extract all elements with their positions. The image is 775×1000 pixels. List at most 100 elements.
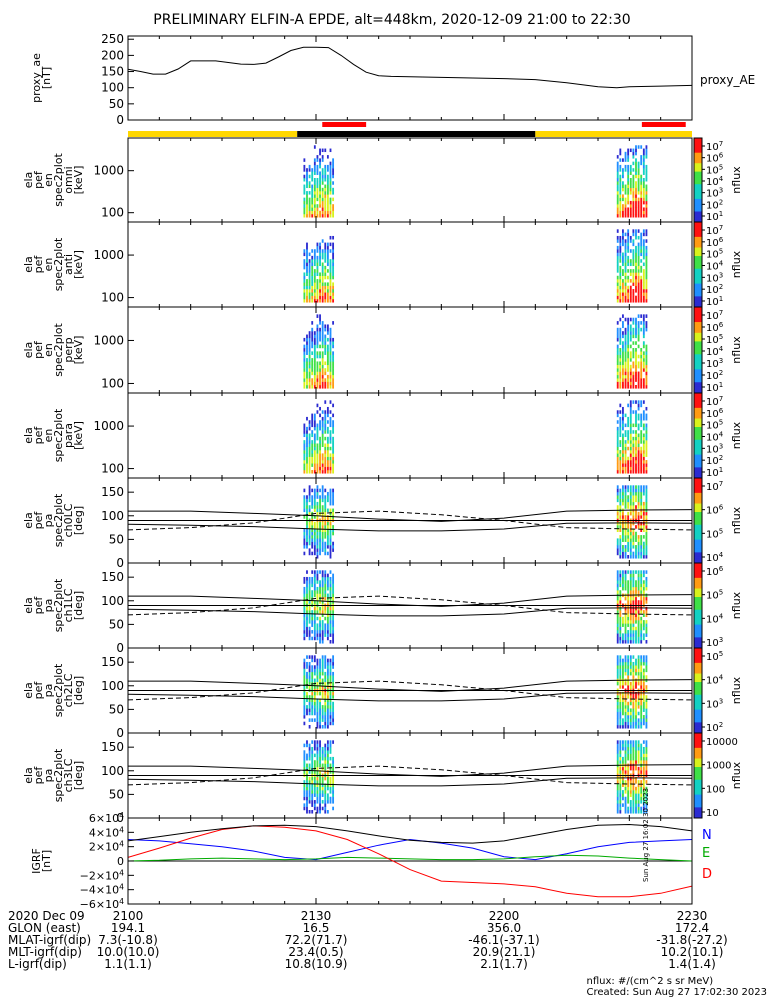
pa-ch1-cell bbox=[616, 570, 619, 574]
en-omni-cell bbox=[326, 204, 329, 208]
en-omni-cell bbox=[635, 197, 637, 202]
pa-ch2-cell bbox=[319, 718, 321, 722]
en-omni-cell bbox=[303, 214, 306, 218]
en-omni-cell bbox=[642, 148, 645, 153]
en-anti-cell bbox=[316, 279, 319, 283]
pa-ch2-cell bbox=[306, 665, 308, 669]
pa-ch2-cell bbox=[619, 715, 622, 719]
en-para-cell bbox=[635, 430, 637, 434]
pa-ch2-cell bbox=[635, 658, 637, 663]
en-perp-cell bbox=[629, 378, 632, 382]
en-anti-cbar-cell bbox=[694, 277, 702, 280]
en-anti-cell bbox=[329, 249, 332, 253]
en-anti-cell bbox=[624, 245, 627, 250]
en-omni-cell bbox=[319, 204, 321, 208]
en-para-cell bbox=[321, 410, 324, 414]
en-perp-cell bbox=[319, 344, 321, 349]
en-perp-cell bbox=[319, 314, 321, 318]
pa-ch1-cell bbox=[332, 580, 335, 584]
pa-ch2-cell bbox=[637, 658, 640, 663]
en-para-cell bbox=[313, 456, 316, 461]
pa-ch0-cell bbox=[635, 511, 637, 516]
en-omni-cell bbox=[619, 151, 622, 156]
pa-ch2-cell bbox=[311, 665, 314, 669]
en-omni-cell bbox=[632, 204, 635, 208]
en-omni-cell bbox=[637, 178, 640, 182]
en-anti-cell bbox=[637, 262, 640, 267]
en-para-cell bbox=[319, 453, 321, 457]
pa-ch0-cell bbox=[640, 555, 643, 559]
en-anti-cell bbox=[324, 299, 327, 303]
pa-ch0-cell bbox=[306, 505, 308, 509]
pa-ch3-cbar-cell bbox=[694, 775, 702, 779]
en-anti-cbar-cell bbox=[694, 273, 702, 276]
pa-ch0-cell bbox=[619, 498, 622, 503]
en-anti-cell bbox=[319, 259, 321, 263]
pa-ch2-cell bbox=[332, 658, 335, 663]
en-perp-cell bbox=[637, 314, 640, 318]
en-anti-cell bbox=[642, 229, 645, 233]
en-omni-cell bbox=[622, 168, 624, 172]
pa-ch0-cell bbox=[321, 541, 324, 546]
en-anti-cell bbox=[640, 245, 643, 250]
pa-ch0-cell bbox=[640, 528, 643, 532]
proxy-ae-frame bbox=[127, 35, 693, 121]
pa-ch3-cell bbox=[329, 780, 332, 784]
orbit-day-night-bar bbox=[128, 122, 692, 137]
pa-ch1-cell bbox=[316, 623, 319, 627]
en-omni-cell bbox=[332, 191, 335, 195]
en-perp-cell bbox=[624, 354, 627, 359]
proxy-ae-line bbox=[127, 46, 693, 89]
pa-ch0-cell bbox=[645, 538, 648, 542]
en-para-cbar-cell bbox=[694, 450, 702, 453]
en-omni-cell bbox=[311, 207, 314, 211]
pa-ch3-cell bbox=[306, 800, 308, 804]
en-anti-cbar-cell bbox=[694, 281, 702, 285]
en-perp-ylabel-line: [keV] bbox=[72, 336, 85, 365]
en-perp-cell bbox=[316, 324, 319, 329]
en-para-cell bbox=[632, 436, 635, 441]
en-para-cbar-cell bbox=[694, 437, 702, 441]
en-omni-cell bbox=[311, 168, 314, 172]
en-anti-cell bbox=[622, 289, 624, 293]
pa-ch3-cell bbox=[632, 740, 635, 744]
pa-ch2-cbar-cell bbox=[694, 707, 702, 711]
en-omni-cell bbox=[316, 155, 319, 159]
en-perp-cell bbox=[624, 385, 627, 389]
pa-ch1-cell bbox=[622, 573, 624, 578]
en-anti-cbar-cell bbox=[694, 279, 702, 282]
en-para-cell bbox=[622, 446, 624, 451]
pa-ch1-cell bbox=[629, 580, 632, 584]
pa-ch0-cell bbox=[303, 495, 306, 499]
en-omni-cbar-cell bbox=[694, 165, 702, 168]
pa-ch0-cbar-cell bbox=[694, 509, 702, 513]
pa-ch2-cell bbox=[319, 658, 321, 663]
pa-ch2-cell bbox=[321, 668, 324, 673]
en-para-cell bbox=[311, 460, 314, 464]
pa-ch3-cell bbox=[313, 740, 316, 744]
en-anti-cell bbox=[642, 249, 645, 253]
exponent: 5 bbox=[719, 650, 723, 658]
pa-ch2-cell bbox=[624, 691, 627, 696]
en-perp-cell bbox=[627, 334, 630, 339]
pa-ch1-cell bbox=[321, 636, 324, 641]
en-omni-cell bbox=[313, 164, 316, 169]
pa-ch1-cell bbox=[308, 636, 311, 641]
en-anti-cell bbox=[619, 292, 622, 296]
en-anti-cell bbox=[635, 232, 637, 237]
panel-pa-ch2: elapefpaspec2plotch2LC[deg]1501005001051… bbox=[22, 647, 743, 740]
pa-ch3-cell bbox=[616, 810, 619, 814]
en-omni-cell bbox=[332, 181, 335, 185]
en-para-cell bbox=[635, 466, 637, 471]
pa-ch0-cell bbox=[319, 521, 321, 526]
en-para-ylabel-line: en bbox=[42, 429, 55, 443]
en-perp-cell bbox=[306, 385, 308, 389]
en-para-cell bbox=[642, 436, 645, 441]
pa-ch0-cell bbox=[635, 515, 637, 519]
pa-ch2-cell bbox=[303, 695, 306, 699]
pa-ch2-cell bbox=[619, 685, 622, 689]
pa-ch3-cbar-cell bbox=[694, 801, 702, 804]
pa-ch0-cell bbox=[308, 485, 311, 489]
pa-ch0-cell bbox=[629, 521, 632, 526]
en-perp-cell bbox=[635, 374, 637, 379]
